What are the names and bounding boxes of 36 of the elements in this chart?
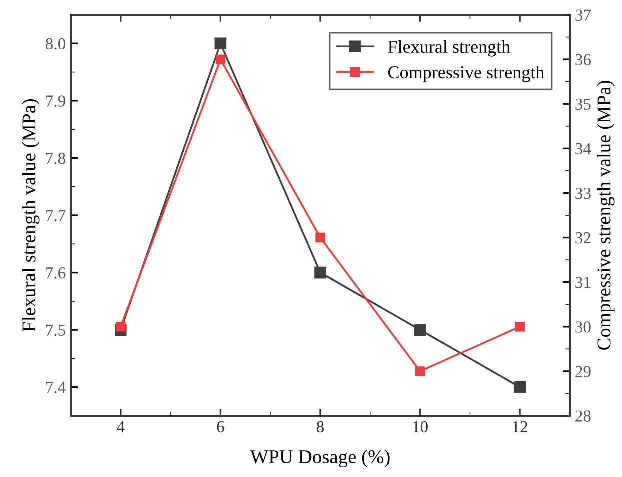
y2-tick-label: 37 [576, 10, 592, 21]
x-tick-label: 4 [117, 421, 125, 432]
y2-tick-label: 33 [576, 188, 591, 200]
legend-label: Compressive strength [388, 66, 544, 82]
y2-tick-label: 35 [576, 98, 591, 110]
y2-axis-title: Compressive strength value (MPa) [597, 81, 615, 350]
x-tick-label: 8 [316, 421, 324, 433]
point [316, 232, 326, 243]
y-tick-label: 7.7 [46, 210, 66, 222]
y-tick-label: 8.0 [46, 38, 66, 50]
point [314, 266, 326, 279]
point [514, 381, 526, 394]
y-tick-label: 7.5 [46, 324, 66, 336]
legend-label: Flexural strength [388, 40, 510, 57]
x-tick-label: 12 [513, 421, 528, 432]
point [116, 322, 126, 332]
y2-tick-label: 31 [576, 277, 591, 288]
point [515, 322, 525, 332]
y-tick-label: 7.8 [46, 152, 66, 164]
point [415, 366, 426, 376]
point [214, 38, 227, 50]
point [216, 54, 226, 64]
y2-tick-label: 34 [576, 143, 592, 155]
y2-tick-label: 30 [576, 322, 591, 333]
y-tick-label: 7.4 [46, 382, 66, 394]
y-tick-label: 7.9 [46, 96, 66, 107]
point [414, 324, 426, 336]
y-tick-label: 7.6 [46, 268, 66, 279]
y2-tick-label: 36 [576, 54, 592, 66]
x-tick-label: 10 [413, 421, 428, 433]
x-axis-title: WPU Dosage (%) [250, 450, 390, 468]
x-tick-label: 6 [217, 421, 224, 433]
y2-tick-label: 29 [576, 366, 591, 378]
y2-tick-label: 32 [576, 232, 591, 244]
y2-tick-label: 28 [576, 410, 591, 422]
y-axis-title: Flexural strength value (MPa) [22, 99, 40, 332]
